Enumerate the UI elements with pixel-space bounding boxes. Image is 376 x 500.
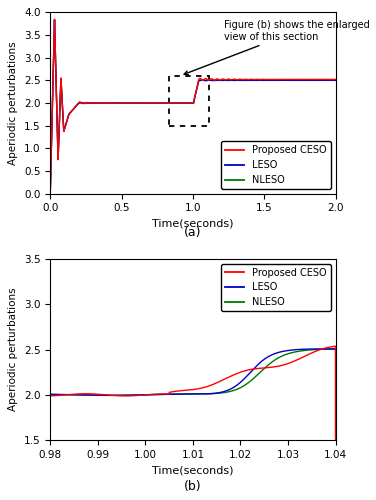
- Line: LESO: LESO: [50, 20, 335, 194]
- Y-axis label: Aperiodic perturbations: Aperiodic perturbations: [8, 288, 18, 412]
- NLESO: [48, 190, 53, 196]
- LESO: [333, 78, 338, 84]
- Proposed CESO: [333, 343, 338, 349]
- NLESO: [275, 78, 279, 84]
- LESO: [333, 346, 338, 352]
- Proposed CESO: [275, 76, 279, 82]
- Proposed CESO: [97, 392, 102, 398]
- NLESO: [151, 100, 156, 106]
- Line: Proposed CESO: Proposed CESO: [50, 19, 335, 194]
- LESO: [80, 392, 85, 398]
- LESO: [317, 346, 322, 352]
- Text: (b): (b): [184, 480, 202, 493]
- Legend: Proposed CESO, LESO, NLESO: Proposed CESO, LESO, NLESO: [221, 264, 331, 311]
- LESO: [48, 392, 53, 398]
- NLESO: [297, 348, 302, 354]
- NLESO: [158, 392, 162, 398]
- NLESO: [333, 78, 338, 84]
- X-axis label: Time(seconds): Time(seconds): [152, 466, 233, 475]
- Text: Figure (b) shows the enlarged
view of this section: Figure (b) shows the enlarged view of th…: [184, 20, 370, 74]
- LESO: [297, 346, 302, 352]
- Proposed CESO: [151, 100, 156, 106]
- NLESO: [217, 77, 221, 83]
- Proposed CESO: [62, 126, 67, 132]
- LESO: [259, 78, 264, 84]
- NLESO: [48, 392, 53, 398]
- LESO: [170, 391, 174, 397]
- LESO: [109, 392, 114, 398]
- Proposed CESO: [229, 77, 234, 83]
- LESO: [97, 392, 102, 398]
- LESO: [48, 190, 53, 196]
- Line: NLESO: NLESO: [50, 20, 335, 194]
- Line: LESO: LESO: [50, 349, 335, 396]
- NLESO: [229, 78, 234, 84]
- Legend: Proposed CESO, LESO, NLESO: Proposed CESO, LESO, NLESO: [221, 142, 331, 189]
- NLESO: [259, 78, 264, 84]
- Bar: [169, 76, 209, 126]
- Proposed CESO: [48, 393, 53, 399]
- LESO: [275, 78, 279, 84]
- NLESO: [328, 346, 332, 352]
- NLESO: [80, 392, 85, 398]
- Proposed CESO: [217, 76, 221, 82]
- NLESO: [52, 16, 57, 22]
- Proposed CESO: [328, 344, 332, 350]
- LESO: [151, 100, 156, 106]
- Line: NLESO: NLESO: [50, 349, 335, 396]
- Proposed CESO: [48, 190, 53, 196]
- LESO: [52, 17, 57, 23]
- LESO: [328, 346, 332, 352]
- NLESO: [170, 391, 174, 397]
- Proposed CESO: [52, 16, 57, 22]
- Proposed CESO: [333, 76, 338, 82]
- NLESO: [62, 126, 67, 132]
- Line: Proposed CESO: Proposed CESO: [50, 346, 335, 500]
- LESO: [62, 126, 67, 132]
- Proposed CESO: [259, 76, 264, 82]
- Proposed CESO: [297, 356, 302, 362]
- NLESO: [97, 392, 102, 398]
- Proposed CESO: [80, 391, 85, 397]
- NLESO: [103, 392, 108, 398]
- NLESO: [333, 346, 338, 352]
- LESO: [229, 78, 234, 84]
- Proposed CESO: [170, 389, 174, 395]
- X-axis label: Time(seconds): Time(seconds): [152, 219, 233, 229]
- Y-axis label: Aperiodic perturbations: Aperiodic perturbations: [8, 41, 18, 165]
- Proposed CESO: [158, 391, 162, 397]
- LESO: [217, 78, 221, 84]
- Text: (a): (a): [184, 226, 202, 239]
- LESO: [158, 392, 162, 398]
